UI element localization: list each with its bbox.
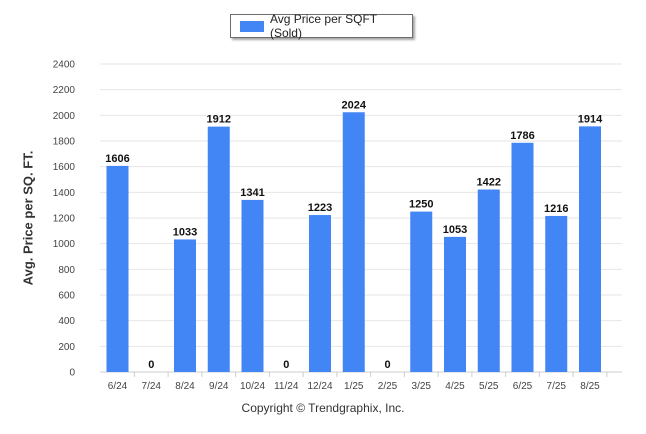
data-label: 1914 [578,113,603,125]
x-tick-label: 5/25 [479,381,499,392]
y-tick-label: 1200 [53,214,76,225]
y-tick-label: 1800 [53,137,76,148]
data-label: 0 [148,359,154,371]
data-label: 1341 [240,187,264,199]
bar [545,215,568,372]
x-tick-label: 12/24 [307,381,332,392]
data-label: 1033 [173,226,197,238]
bar [174,239,196,372]
y-axis-label: Avg. Price per SQ. FT. [20,150,36,286]
legend-swatch [240,20,264,32]
data-label: 1223 [308,202,332,214]
x-tick-label: 6/24 [108,381,128,392]
legend: Avg Price per SQFT (Sold) [230,12,413,40]
bar [207,126,230,372]
x-tick-label: 9/24 [209,381,229,392]
data-label: 1786 [510,130,534,142]
y-tick-label: 200 [58,342,75,353]
x-tick-label: 8/25 [580,381,600,392]
y-tick-label: 1400 [53,188,76,199]
y-tick-label: 400 [58,316,75,327]
data-label: 1422 [477,177,501,189]
x-tick-label: 8/24 [175,381,195,392]
bar [342,112,365,373]
y-tick-label: 600 [58,291,75,302]
x-tick-label: 7/25 [547,381,567,392]
bar [241,199,264,372]
bar [309,215,331,372]
y-tick-label: 2000 [53,111,76,122]
data-label: 0 [384,359,390,371]
data-label: 1912 [207,114,231,126]
data-label: 1216 [544,203,568,215]
x-tick-label: 3/25 [412,381,432,392]
x-tick-label: 6/25 [513,381,533,392]
bar [444,236,466,372]
bar [511,142,534,372]
data-label: 2024 [342,99,367,111]
y-tick-label: 2200 [53,85,76,96]
y-tick-label: 0 [69,368,75,379]
bar [410,211,433,372]
x-tick-label: 7/24 [142,381,162,392]
data-label: 1250 [409,199,433,211]
bar [477,189,500,372]
copyright-footer: Copyright © Trendgraphix, Inc. [241,401,405,415]
data-label: 1606 [105,153,129,165]
y-tick-label: 1600 [53,162,76,173]
x-tick-label: 2/25 [378,381,398,392]
y-tick-label: 2400 [53,60,76,71]
data-label: 1053 [443,224,467,236]
y-tick-label: 1000 [53,239,76,250]
data-label: 0 [283,359,289,371]
bar [579,126,601,373]
bar [106,165,129,372]
x-tick-label: 10/24 [240,381,265,392]
x-tick-label: 1/25 [344,381,364,392]
x-tick-label: 11/24 [274,381,299,392]
legend-label: Avg Price per SQFT (Sold) [269,12,377,40]
x-tick-label: 4/25 [445,381,465,392]
y-tick-label: 800 [58,265,75,276]
